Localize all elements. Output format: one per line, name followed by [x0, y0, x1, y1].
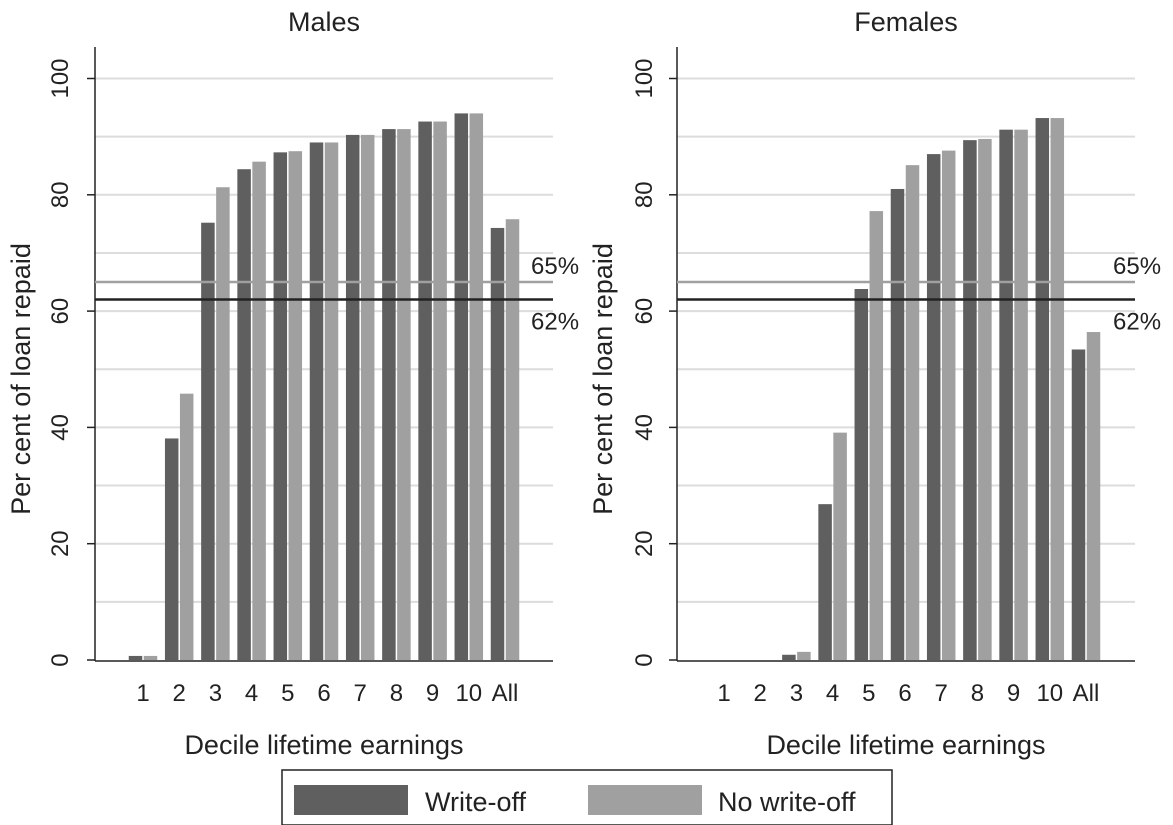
x-tick-label: 6	[898, 680, 911, 707]
x-tick-label: 5	[862, 680, 875, 707]
bar-no-write-off	[397, 129, 411, 660]
legend-swatch-write-off	[294, 785, 408, 815]
legend-label-no-write-off: No write-off	[718, 787, 856, 817]
bar-no-write-off	[469, 113, 484, 660]
x-tick-label: 2	[754, 680, 767, 707]
bar-write-off	[454, 113, 469, 660]
x-tick-label: 7	[354, 680, 367, 707]
bar-write-off	[818, 504, 832, 660]
bar-write-off	[490, 227, 505, 660]
panel-males: 0 20 40 60 80 100 1 2 3 4 5 6 7 8 9 10 All 65% 62% Males Dec…	[6, 7, 579, 760]
x-tick-label: 8	[971, 680, 984, 707]
y-tick-label: 40	[631, 414, 658, 441]
x-tick-label: 7	[935, 680, 948, 707]
x-tick-label: 10	[1036, 680, 1063, 707]
legend-swatch-no-write-off	[588, 785, 702, 815]
y-tick-label: 100	[47, 58, 74, 98]
bar-no-write-off	[978, 138, 992, 660]
x-tick-label: 3	[790, 680, 803, 707]
bar-write-off	[382, 129, 396, 660]
bar-no-write-off	[252, 161, 266, 661]
x-tick-label: 4	[826, 680, 839, 707]
y-axis-title: Per cent of loan repaid	[6, 243, 36, 515]
x-tick-label: 5	[281, 680, 294, 707]
bar-no-write-off	[505, 219, 520, 660]
bar-write-off	[164, 438, 179, 660]
y-tick-label: 80	[631, 181, 658, 208]
legend-label-write-off: Write-off	[425, 787, 527, 817]
bar-write-off	[926, 154, 941, 660]
x-tick-label: All	[1073, 680, 1100, 707]
x-tick-label: 1	[717, 680, 730, 707]
panel-title: Males	[288, 7, 360, 37]
bar-write-off	[273, 152, 288, 660]
bar-write-off	[963, 140, 977, 660]
bar-write-off	[345, 134, 360, 660]
y-tick-label: 0	[631, 653, 658, 666]
x-axis-title: Decile lifetime earnings	[184, 730, 463, 760]
bar-no-write-off	[797, 651, 811, 660]
x-tick-label: 9	[1007, 680, 1020, 707]
x-axis-title: Decile lifetime earnings	[766, 730, 1045, 760]
bar-write-off	[418, 121, 432, 660]
bar-no-write-off	[360, 134, 375, 660]
bar-no-write-off	[1086, 332, 1101, 660]
reference-label-62: 62%	[531, 308, 579, 335]
y-tick-label: 60	[47, 298, 74, 325]
y-tick-label: 20	[47, 530, 74, 557]
y-tick-label: 20	[631, 530, 658, 557]
reference-label-65: 65%	[531, 253, 579, 280]
bar-write-off	[890, 188, 905, 661]
x-tick-label: All	[492, 680, 519, 707]
bar-no-write-off	[1014, 129, 1028, 660]
x-tick-label: 10	[455, 680, 482, 707]
bar-no-write-off	[288, 151, 303, 660]
panel-title: Females	[854, 7, 958, 37]
x-tick-label: 2	[173, 680, 186, 707]
y-tick-label: 0	[47, 653, 74, 666]
bar-write-off	[1035, 118, 1050, 661]
y-tick-label: 80	[47, 181, 74, 208]
y-tick-label: 100	[631, 58, 658, 98]
bar-no-write-off	[1050, 118, 1065, 661]
x-tick-label: 1	[136, 680, 149, 707]
panel-females: 0 20 40 60 80 100 1 2 3 4 5 6 7 8 9 10 All 65% 62% Females D…	[588, 7, 1161, 760]
bar-write-off	[237, 169, 251, 661]
x-tick-label: 4	[245, 680, 258, 707]
x-tick-label: 6	[317, 680, 330, 707]
x-tick-label: 3	[209, 680, 222, 707]
bar-no-write-off	[179, 393, 194, 660]
bar-no-write-off	[216, 187, 230, 661]
bar-no-write-off	[143, 655, 158, 660]
bar-write-off	[999, 129, 1013, 660]
bar-write-off	[201, 222, 215, 660]
y-tick-label: 40	[47, 414, 74, 441]
reference-label-65: 65%	[1113, 253, 1161, 280]
legend: Write-off No write-off	[281, 769, 893, 825]
bar-write-off	[782, 654, 796, 660]
bar-write-off	[854, 289, 869, 660]
bar-no-write-off	[324, 142, 339, 661]
bar-no-write-off	[905, 165, 920, 660]
x-tick-label: 9	[426, 680, 439, 707]
y-axis-title: Per cent of loan repaid	[588, 243, 618, 515]
reference-label-62: 62%	[1113, 308, 1161, 335]
y-tick-label: 60	[631, 298, 658, 325]
bar-write-off	[309, 142, 324, 661]
bar-no-write-off	[433, 121, 447, 660]
bar-no-write-off	[869, 211, 884, 660]
bar-no-write-off	[941, 150, 956, 660]
x-tick-label: 8	[390, 680, 403, 707]
bar-write-off	[1071, 349, 1086, 660]
bar-no-write-off	[833, 432, 847, 660]
bar-write-off	[128, 655, 143, 660]
